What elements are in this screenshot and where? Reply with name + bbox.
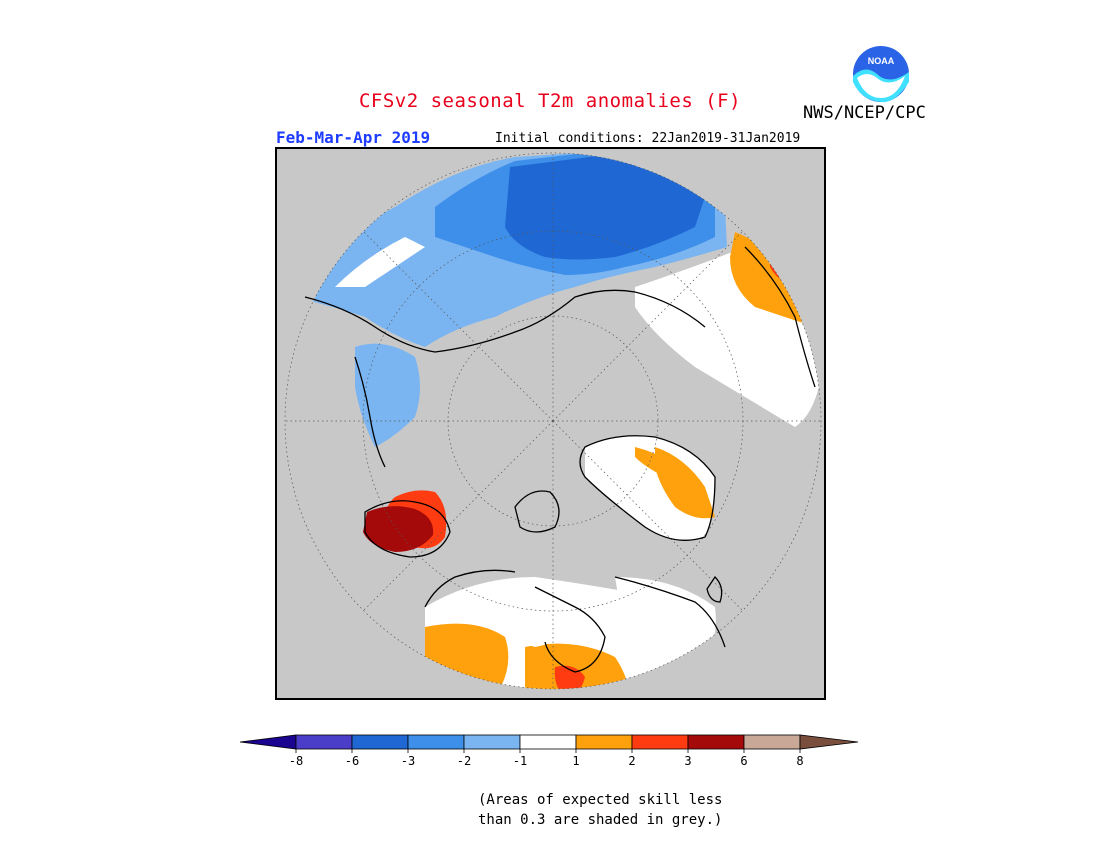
colorbar-tick-label: 3	[684, 754, 691, 768]
colorbar-bin	[295, 734, 353, 750]
footnote-line-2: than 0.3 are shaded in grey.)	[478, 812, 723, 828]
neutral-region-canada-central	[505, 612, 575, 647]
neutral-region-europe-north	[335, 237, 425, 287]
colorbar-bin	[743, 734, 801, 750]
colorbar-bin	[631, 734, 689, 750]
colorbar-tick-label: -8	[289, 754, 303, 768]
skill-footnote: (Areas of expected skill less than 0.3 a…	[478, 790, 722, 830]
very-warm-region-alaska	[363, 506, 434, 552]
neutral-region-quebec	[615, 577, 716, 667]
colorbar-bin	[687, 734, 745, 750]
colorbar-bin	[351, 734, 409, 750]
colorbar: -8 -6 -3 -2 -1 1 2 3 6 8	[239, 734, 859, 768]
cold-region-siberia-strong	[505, 155, 705, 260]
neutral-region-greenland	[585, 435, 715, 541]
colorbar-bin	[575, 734, 633, 750]
colorbar-bin	[407, 734, 465, 750]
colorbar-tick-label: 1	[572, 754, 579, 768]
forecast-period: Feb-Mar-Apr 2019	[276, 128, 431, 147]
colorbar-tick-label: -1	[513, 754, 527, 768]
colorbar-tick-label: 8	[796, 754, 803, 768]
map-title: CFSv2 seasonal T2m anomalies (F)	[358, 90, 742, 112]
polar-anomaly-map	[275, 147, 826, 700]
agency-label: NWS/NCEP/CPC	[803, 103, 926, 123]
colorbar-tick-label: -3	[401, 754, 415, 768]
colorbar-bin	[519, 734, 577, 750]
noaa-logo-icon: NOAA	[851, 44, 911, 104]
colorbar-tick-label: -6	[345, 754, 359, 768]
colorbar-tick-label: -2	[457, 754, 471, 768]
warm-region-hudson	[554, 665, 585, 689]
footnote-line-1: (Areas of expected skill less	[478, 792, 723, 808]
colorbar-tick-label: 2	[628, 754, 635, 768]
initial-conditions: Initial conditions: 22Jan2019-31Jan2019	[495, 131, 801, 146]
colorbar-tick-label: 6	[740, 754, 747, 768]
colorbar-arrow-high	[799, 734, 859, 750]
warm-region-greenland-west	[635, 447, 670, 477]
warm-region-greenland	[655, 447, 715, 519]
colorbar-bin	[463, 734, 521, 750]
colorbar-arrow-low	[239, 734, 297, 750]
logo-lettering: NOAA	[868, 56, 895, 66]
coastlines	[304, 246, 816, 673]
